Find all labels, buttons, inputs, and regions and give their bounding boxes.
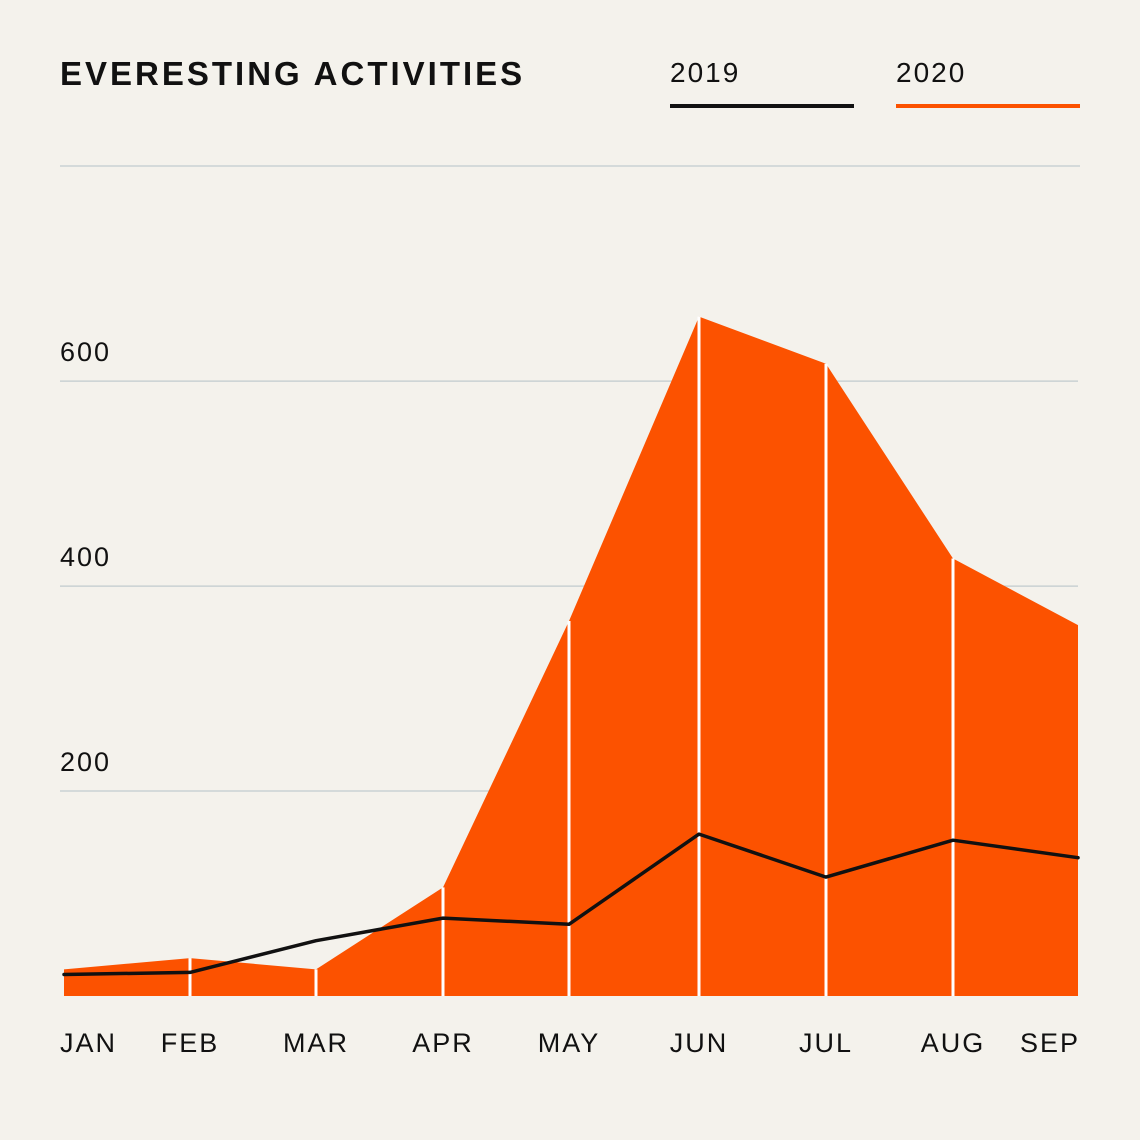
y-tick-label-200: 200	[60, 747, 111, 777]
x-tick-label-jun: JUN	[670, 1028, 729, 1058]
x-tick-label-apr: APR	[412, 1028, 474, 1058]
legend-swatch-2019	[670, 104, 854, 108]
x-tick-label-sep: SEP	[1020, 1028, 1080, 1058]
legend-label-2020: 2020	[896, 57, 967, 88]
y-tick-label-600: 600	[60, 337, 111, 367]
series-2019-line	[62, 832, 1080, 977]
legend-swatch-2020	[896, 104, 1080, 108]
legend-item-2020: 2020	[896, 56, 1080, 108]
x-tick-label-mar: MAR	[283, 1028, 349, 1058]
legend-label-2019: 2019	[670, 57, 741, 88]
x-tick-label-jul: JUL	[799, 1028, 853, 1058]
y-tick-label-400: 400	[60, 542, 111, 572]
x-tick-label-aug: AUG	[921, 1028, 986, 1058]
x-tick-label-jan: JAN	[60, 1028, 117, 1058]
series-2020-area	[64, 316, 1078, 997]
x-tick-label-may: MAY	[538, 1028, 601, 1058]
chart-title: EVERESTING ACTIVITIES	[60, 55, 526, 92]
x-tick-label-feb: FEB	[161, 1028, 220, 1058]
legend-item-2019: 2019	[670, 56, 854, 108]
